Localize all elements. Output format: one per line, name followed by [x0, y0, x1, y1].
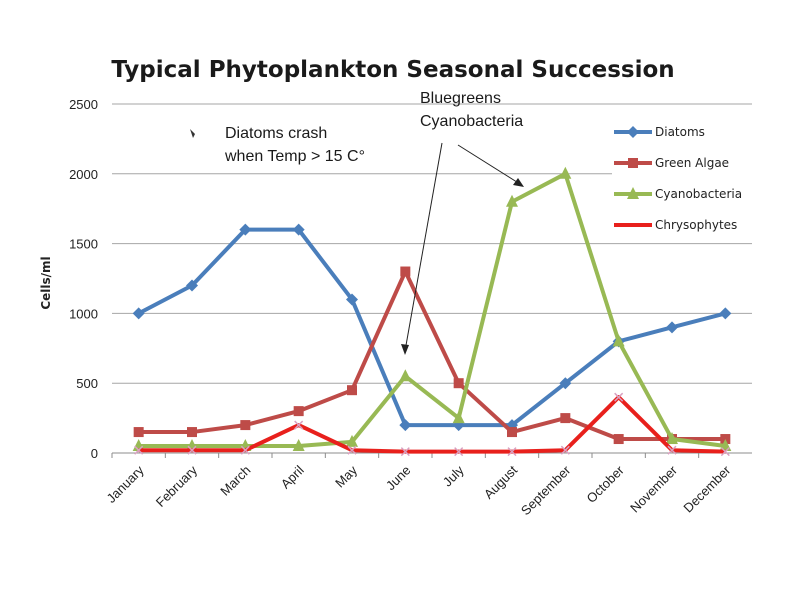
data-point [666, 321, 678, 334]
data-point [292, 439, 305, 452]
series-line [138, 171, 726, 449]
annotation-diatoms-crash: Diatoms crash when Temp > 15 C° [224, 125, 365, 165]
series-lines [132, 166, 732, 457]
chart-title: Typical Phytoplankton Seasonal Successio… [111, 57, 674, 83]
annotation-line-1: Diatoms crash [225, 125, 327, 142]
data-point [347, 445, 357, 455]
data-point [399, 369, 412, 382]
annotation-line-2: Cyanobacteria [420, 113, 523, 130]
annotation-arrow-june [404, 142, 443, 352]
data-point [400, 447, 410, 457]
series-green-algae [133, 266, 731, 445]
data-point [559, 166, 572, 179]
data-point [133, 427, 144, 438]
data-point [559, 377, 572, 390]
legend-box [612, 118, 772, 240]
legend: Diatoms Green Algae Cyanobacteria Chrysophy… [612, 118, 772, 240]
data-point [560, 445, 570, 455]
legend-label: Cyanobacteria [655, 187, 742, 201]
data-point [560, 413, 571, 424]
data-point [294, 420, 304, 430]
y-tick-label: 500 [76, 376, 98, 391]
y-tick-label: 2000 [69, 167, 98, 182]
data-point [454, 447, 464, 457]
data-point [239, 223, 252, 236]
arrowhead-june [401, 344, 409, 355]
legend-item: Diatoms [614, 125, 705, 139]
legend-label: Green Algae [655, 156, 729, 170]
series-line [138, 269, 726, 442]
data-point [346, 434, 358, 447]
y-tick-label: 1500 [69, 237, 98, 252]
data-point [293, 406, 304, 417]
series-chrysophytes [134, 392, 730, 457]
annotation-line-2: when Temp > 15 C° [224, 148, 365, 165]
data-point [627, 126, 639, 138]
data-point [507, 447, 517, 457]
data-point [132, 307, 145, 320]
annotation-line-1: Bluegreens [420, 90, 501, 107]
y-tick-label: 1000 [69, 306, 98, 321]
y-tick-label: 2500 [69, 97, 98, 112]
data-point [400, 266, 411, 277]
arrowhead-september [513, 178, 524, 187]
data-point [240, 445, 250, 455]
data-point [187, 427, 197, 438]
data-point [187, 445, 197, 455]
cursor-pointer-icon [190, 129, 195, 138]
annotation-bluegreens: Bluegreens Cyanobacteria [420, 90, 523, 130]
data-point [613, 434, 624, 445]
legend-item: Cyanobacteria [614, 187, 742, 201]
y-tick-labels: 0 500 1000 1500 2000 2500 [69, 97, 98, 461]
data-point [612, 334, 625, 347]
y-axis-label: Cells/ml [39, 256, 53, 309]
data-point [186, 279, 198, 292]
series-line [137, 227, 726, 428]
annotation-arrow-september [457, 144, 521, 185]
data-point [627, 187, 639, 199]
series-line [138, 395, 726, 454]
data-point [719, 307, 732, 320]
legend-item: Green Algae [614, 156, 729, 170]
data-point [507, 427, 517, 438]
data-point [292, 223, 305, 236]
legend-item: Chrysophytes [614, 218, 737, 232]
data-point [628, 158, 638, 168]
data-point [453, 378, 464, 389]
data-point [399, 419, 412, 432]
data-point [667, 445, 677, 455]
data-point [347, 385, 357, 396]
data-point [506, 194, 518, 207]
data-point [720, 447, 730, 457]
data-point [452, 411, 465, 424]
legend-label: Diatoms [655, 125, 705, 139]
data-point [134, 445, 144, 455]
series-diatoms [132, 223, 732, 432]
data-point [240, 420, 251, 431]
y-tick-label: 0 [91, 446, 98, 461]
data-point [666, 432, 678, 445]
gridlines [111, 103, 752, 458]
data-point [346, 293, 358, 306]
legend-label: Chrysophytes [655, 218, 737, 232]
data-point [614, 392, 624, 402]
